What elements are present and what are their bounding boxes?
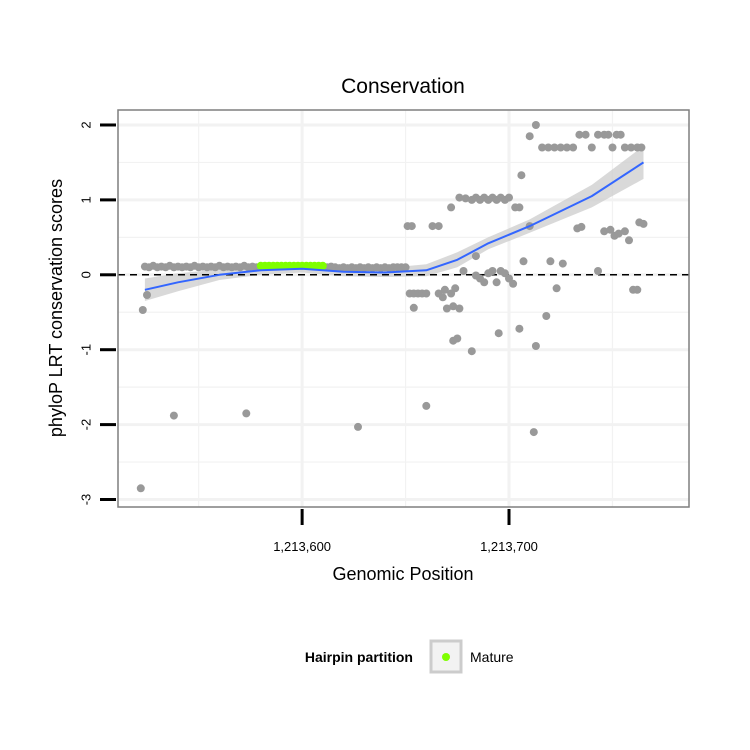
- data-point: [558, 259, 567, 268]
- mature-points: [256, 261, 327, 270]
- data-point: [467, 347, 476, 356]
- data-point: [169, 411, 178, 420]
- data-point: [509, 279, 518, 288]
- data-point: [517, 171, 526, 180]
- data-point: [434, 222, 443, 231]
- legend: Hairpin partition Mature: [305, 639, 514, 674]
- y-tick-label: 2: [79, 121, 94, 128]
- data-point: [515, 203, 524, 212]
- y-axis: 2 1 0 -1 -2 -3: [79, 121, 116, 506]
- data-point: [633, 285, 642, 294]
- data-point: [401, 263, 410, 272]
- data-point: [529, 428, 538, 437]
- data-point: [594, 267, 602, 275]
- data-point: [451, 284, 460, 293]
- y-tick-label: -2: [79, 419, 94, 431]
- panel-border: [117, 109, 690, 508]
- data-point: [604, 130, 613, 139]
- x-tick-label: 1,213,700: [480, 539, 538, 554]
- data-point: [407, 222, 416, 231]
- data-point: [616, 130, 625, 139]
- data-point: [550, 143, 559, 152]
- data-points: [136, 121, 648, 493]
- grid-lines: [118, 110, 689, 507]
- smooth-trend-line: [144, 161, 645, 291]
- data-point: [505, 193, 513, 202]
- data-point: [538, 143, 547, 152]
- x-tick-label: 1,213,600: [273, 539, 331, 554]
- data-point: [625, 236, 633, 245]
- data-point: [515, 324, 524, 333]
- data-point: [587, 143, 596, 152]
- data-point: [525, 132, 534, 141]
- data-point: [471, 252, 480, 261]
- plot-panel: [117, 109, 690, 508]
- y-tick-label: 1: [79, 196, 94, 203]
- legend-title: Hairpin partition: [305, 649, 413, 665]
- x-axis: 1,213,600 1,213,700: [273, 509, 538, 554]
- data-point: [455, 304, 464, 313]
- data-point: [542, 312, 551, 320]
- y-tick-label: -3: [79, 494, 94, 506]
- data-point: [422, 401, 431, 410]
- data-point: [519, 257, 528, 266]
- data-point: [143, 291, 151, 299]
- data-point: [627, 143, 636, 152]
- y-tick-label: -1: [79, 344, 94, 356]
- data-point: [594, 130, 602, 139]
- panel-background: [118, 110, 689, 507]
- chart-title: Conservation: [341, 75, 465, 98]
- data-point: [422, 289, 431, 298]
- data-point: [546, 257, 555, 266]
- data-point: [138, 306, 147, 314]
- data-point: [136, 484, 145, 493]
- data-point: [639, 219, 648, 228]
- data-point: [556, 143, 565, 152]
- data-point: [620, 143, 629, 152]
- data-point: [531, 342, 540, 350]
- data-point: [620, 227, 629, 236]
- data-point: [562, 143, 571, 152]
- data-point: [492, 278, 501, 287]
- data-point: [449, 302, 458, 311]
- legend-label-mature: Mature: [470, 649, 514, 665]
- mature-data-point: [318, 261, 327, 270]
- legend-key-mature-dot: [442, 653, 450, 661]
- data-point: [480, 278, 489, 287]
- data-point: [569, 143, 578, 152]
- data-point: [488, 267, 497, 275]
- legend-key-box: [429, 639, 463, 674]
- data-point: [461, 194, 470, 203]
- data-point: [409, 303, 418, 312]
- data-point: [544, 143, 553, 152]
- data-point: [608, 143, 617, 152]
- data-point: [575, 130, 584, 139]
- data-point: [242, 409, 251, 418]
- x-axis-title: Genomic Position: [332, 564, 473, 584]
- data-point: [531, 121, 540, 129]
- data-point: [354, 422, 362, 431]
- data-point: [600, 227, 609, 236]
- data-point: [494, 329, 503, 338]
- y-tick-label: 0: [79, 271, 94, 278]
- data-point: [440, 285, 449, 294]
- data-point: [442, 304, 451, 313]
- data-point: [637, 143, 646, 152]
- data-point: [552, 284, 561, 293]
- data-point: [438, 293, 447, 302]
- data-point: [455, 193, 464, 202]
- data-point: [459, 267, 468, 275]
- data-point: [606, 225, 615, 234]
- data-point: [447, 203, 456, 212]
- data-point: [614, 229, 623, 238]
- data-point: [577, 222, 586, 231]
- data-point: [581, 130, 590, 139]
- data-point: [428, 222, 437, 231]
- y-axis-title: phyloP LRT conservation scores: [46, 179, 66, 437]
- data-point: [453, 334, 462, 343]
